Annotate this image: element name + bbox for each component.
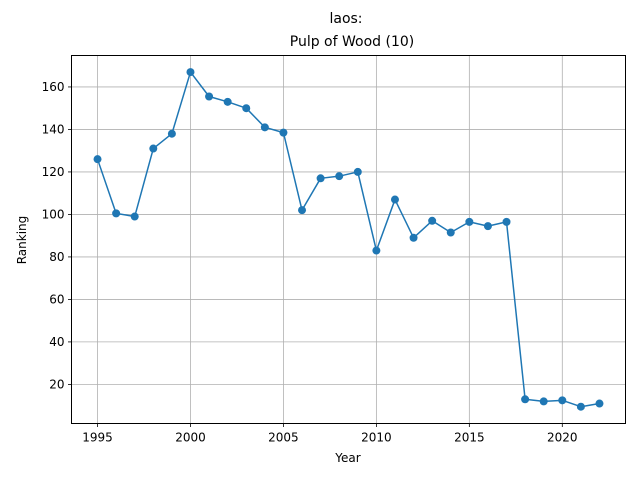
data-point: [409, 233, 418, 242]
y-tick-label: 60: [49, 292, 64, 306]
data-point: [483, 222, 492, 231]
series-layer: [93, 68, 604, 411]
data-point: [576, 402, 585, 411]
x-tick-label: 2020: [547, 431, 578, 445]
x-axis-label: Year: [334, 451, 360, 465]
data-point: [446, 228, 455, 237]
data-point: [428, 216, 437, 225]
data-point: [112, 209, 121, 218]
data-point: [130, 212, 139, 221]
x-tick-label: 2005: [268, 431, 299, 445]
x-tick-label: 1995: [82, 431, 113, 445]
y-axis-label: Ranking: [15, 216, 29, 265]
data-point: [149, 144, 158, 153]
data-point: [390, 195, 399, 204]
data-point: [539, 397, 548, 406]
data-point: [242, 104, 251, 113]
y-tick-label: 100: [42, 207, 65, 221]
grid-lines: [71, 55, 626, 424]
data-point: [335, 172, 344, 181]
y-tick-label: 120: [42, 165, 65, 179]
data-point: [279, 128, 288, 137]
tick-labels: 1995 2000 2005 2010 2015 20202040608010012014…: [42, 80, 578, 445]
data-point: [298, 206, 307, 215]
x-tick-label: 2015: [454, 431, 485, 445]
y-tick-label: 160: [42, 80, 65, 94]
data-point: [372, 246, 381, 255]
plot-frame: [71, 55, 626, 424]
data-point: [93, 155, 102, 164]
x-tick-label: 2010: [361, 431, 392, 445]
data-point: [521, 395, 530, 404]
data-point: [316, 174, 325, 183]
data-point: [353, 167, 362, 176]
y-tick-label: 40: [49, 335, 64, 349]
y-tick-label: 140: [42, 122, 65, 136]
data-point: [465, 217, 474, 226]
data-point: [595, 399, 604, 408]
x-tick-label: 2000: [175, 431, 206, 445]
data-point: [502, 217, 511, 226]
chart-title-line2: Pulp of Wood (10): [290, 34, 414, 50]
data-point: [223, 97, 232, 106]
y-tick-label: 20: [49, 377, 64, 391]
data-point: [205, 92, 214, 101]
chart-title-line1: laos:: [329, 11, 362, 27]
y-tick-label: 80: [49, 250, 64, 264]
series-line: [96, 71, 600, 408]
data-point: [167, 129, 176, 138]
data-point: [558, 396, 567, 405]
tick-marks: [68, 86, 563, 427]
data-point: [186, 68, 195, 77]
data-point: [260, 123, 269, 132]
